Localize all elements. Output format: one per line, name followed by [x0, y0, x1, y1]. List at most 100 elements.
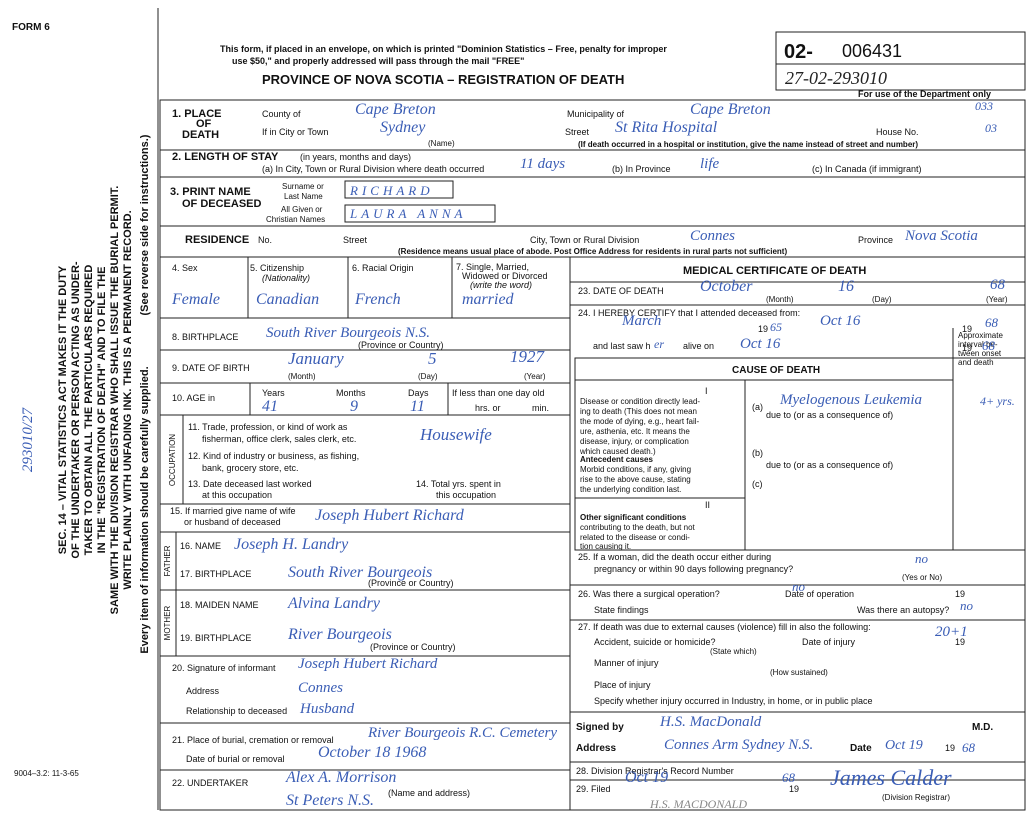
department-box — [775, 31, 1026, 91]
printed-label: II — [705, 500, 710, 510]
handwritten-entry: Alvina Landry — [287, 595, 381, 612]
printed-label: tween onset — [958, 349, 1002, 358]
printed-label: Antecedent causes — [580, 455, 653, 464]
printed-label: 28. Division Registrar's Record Number — [576, 766, 734, 776]
printed-label: (How sustained) — [770, 668, 828, 677]
handwritten-entry: life — [700, 156, 720, 172]
printed-label: For use of the Department only — [858, 89, 991, 99]
printed-label: Days — [408, 388, 429, 398]
printed-label: Address — [186, 686, 220, 696]
handwritten-entry: Alex A. Morrison — [285, 769, 396, 786]
printed-label: interval be- — [958, 340, 998, 349]
handwritten-entry: LAURA ANNA — [349, 206, 466, 221]
handwritten-entry: 68 — [982, 338, 996, 353]
printed-label: 19 — [789, 784, 799, 794]
printed-label: OF — [196, 118, 212, 130]
handwritten-entry: RICHARD — [349, 183, 434, 198]
printed-label: or husband of deceased — [184, 517, 281, 527]
printed-label: (Year) — [524, 372, 546, 381]
printed-label: 22. UNDERTAKER — [172, 778, 249, 788]
printed-label: 16. NAME — [180, 541, 221, 551]
printed-label: County of — [262, 109, 301, 119]
printed-label: OF DECEASED — [182, 198, 262, 210]
printed-label: and last saw h — [593, 341, 651, 351]
printed-label: M.D. — [972, 722, 993, 733]
printed-label: (See reverse side for instructions.) — [139, 134, 151, 315]
printed-label: 10. AGE in — [172, 393, 215, 403]
printed-label: Signed by — [576, 722, 624, 733]
printed-label: (c) — [752, 479, 763, 489]
printed-label: FATHER — [163, 545, 172, 576]
printed-label: (Province or Country) — [358, 340, 444, 350]
handwritten-entry: Oct 19 — [885, 738, 923, 753]
printed-label: TAKER TO OBTAIN ALL THE PARTICULARS REQU… — [83, 265, 95, 556]
printed-label: 29. Filed — [576, 784, 611, 794]
printed-label: tion causing it. — [580, 542, 631, 551]
printed-label: alive on — [683, 341, 714, 351]
printed-label: use $50," and properly addressed will pa… — [232, 56, 524, 66]
printed-label: 27. If death was due to external causes … — [578, 622, 871, 632]
handwritten-entry: South River Bourgeois — [288, 564, 432, 581]
printed-label: (Residence means usual place of abode. P… — [398, 247, 787, 256]
handwritten-entry: 16 — [838, 278, 854, 295]
printed-label: 7. Single, Married, — [456, 262, 529, 272]
printed-label: (Day) — [872, 295, 892, 304]
printed-label: Date of injury — [802, 637, 856, 647]
printed-label: (Province or Country) — [370, 642, 456, 652]
handwritten-entry: Connes Arm Sydney N.S. — [664, 737, 813, 753]
handwritten-entry: Sydney — [380, 119, 426, 136]
handwritten-entry: Canadian — [256, 291, 319, 308]
handwritten-entry: Myelogenous Leukemia — [779, 392, 922, 408]
printed-label: Accident, suicide or homicide? — [594, 637, 716, 647]
printed-label: hrs. or — [475, 403, 501, 413]
printed-label: 18. MAIDEN NAME — [180, 600, 259, 610]
printed-label: ure, asthenia, etc. It means the — [580, 427, 690, 436]
handwritten-entry: Oct 16 — [820, 313, 861, 329]
printed-label: 17. BIRTHPLACE — [180, 569, 251, 579]
handwritten-entry: River Bourgeois — [287, 626, 392, 643]
handwritten-entry: Joseph Hubert Richard — [315, 507, 465, 524]
printed-label: (Name) — [428, 139, 455, 148]
printed-label: Every item of information should be care… — [139, 366, 151, 653]
handwritten-entry: March — [621, 313, 661, 329]
printed-label: 21. Place of burial, cremation or remova… — [172, 735, 334, 745]
printed-label: 2. LENGTH OF STAY — [172, 151, 279, 163]
printed-label: Date — [850, 743, 872, 754]
printed-label: 11. Trade, profession, or kind of work a… — [188, 422, 348, 432]
printed-label: (in years, months and days) — [300, 152, 411, 162]
printed-label: Specify whether injury occurred in Indus… — [594, 696, 872, 706]
handwritten-entry: 1927 — [510, 347, 546, 366]
printed-label: CAUSE OF DEATH — [732, 365, 820, 376]
handwritten-entry: 033 — [975, 99, 993, 113]
printed-label: FORM 6 — [12, 22, 50, 33]
printed-label: disease, injury, or complication — [580, 437, 689, 446]
handwritten-entry: H.S. MACDONALD — [649, 797, 747, 811]
handwritten-entry: River Bourgeois R.C. Cemetery — [367, 725, 557, 741]
printed-label: which caused death.) — [579, 447, 656, 456]
printed-label: MOTHER — [163, 605, 172, 640]
printed-label: Widowed or Divorced — [462, 271, 548, 281]
handwritten-entry: 27-02-293010 — [785, 68, 887, 88]
handwritten-entry: Cape Breton — [690, 101, 771, 118]
handwritten-entry: 68 — [990, 277, 1006, 293]
printed-label: (b) In Province — [612, 164, 671, 174]
printed-label: If less than one day old — [452, 388, 545, 398]
printed-label: rise to the above cause, stating — [580, 475, 691, 484]
printed-label: If in City or Town — [262, 127, 328, 137]
printed-label: Relationship to deceased — [186, 706, 287, 716]
handwritten-entry: October 18 1968 — [318, 744, 426, 761]
printed-label: Morbid conditions, if any, giving — [580, 465, 691, 474]
printed-label: 4. Sex — [172, 263, 198, 273]
printed-label: (Month) — [766, 295, 794, 304]
printed-label: and death — [958, 358, 994, 367]
printed-label: (b) — [752, 448, 763, 458]
printed-label: ing to death (This does not mean — [580, 407, 697, 416]
printed-label: (Yes or No) — [902, 573, 943, 582]
printed-label: 25. If a woman, did the death occur eith… — [578, 552, 771, 562]
printed-label: No. — [258, 235, 272, 245]
name-boxes — [344, 180, 454, 199]
handwritten-entry: 4+ yrs. — [980, 394, 1015, 408]
handwritten-entry: 68 — [782, 770, 796, 785]
printed-label: Place of injury — [594, 680, 651, 690]
handwritten-entry: Joseph Hubert Richard — [298, 656, 438, 672]
